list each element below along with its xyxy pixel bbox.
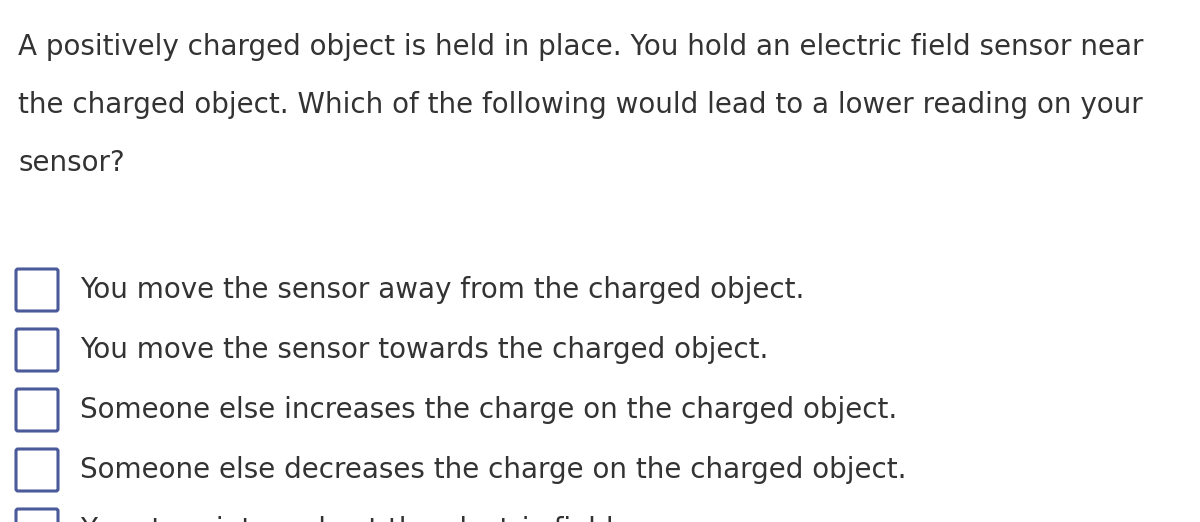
FancyBboxPatch shape (16, 269, 58, 311)
FancyBboxPatch shape (16, 509, 58, 522)
Text: sensor?: sensor? (18, 149, 125, 177)
Text: Someone else decreases the charge on the charged object.: Someone else decreases the charge on the… (80, 456, 906, 484)
Text: Someone else increases the charge on the charged object.: Someone else increases the charge on the… (80, 396, 898, 424)
FancyBboxPatch shape (16, 389, 58, 431)
Text: You move the sensor towards the charged object.: You move the sensor towards the charged … (80, 336, 768, 364)
Text: the charged object. Which of the following would lead to a lower reading on your: the charged object. Which of the followi… (18, 91, 1142, 119)
Text: You move the sensor away from the charged object.: You move the sensor away from the charge… (80, 276, 804, 304)
Text: You stare intensely at the electric field sensor.: You stare intensely at the electric fiel… (80, 516, 721, 522)
FancyBboxPatch shape (16, 329, 58, 371)
Text: A positively charged object is held in place. You hold an electric field sensor : A positively charged object is held in p… (18, 33, 1144, 61)
FancyBboxPatch shape (16, 449, 58, 491)
